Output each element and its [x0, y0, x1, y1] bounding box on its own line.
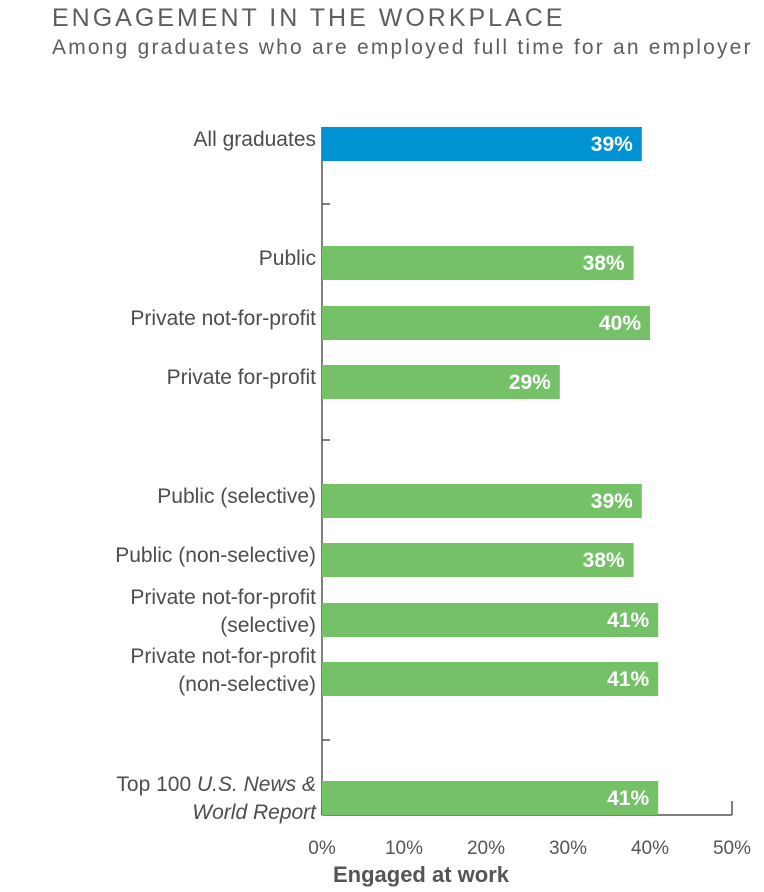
bar-category-label: Public	[259, 247, 316, 270]
bar-category-label: Public (selective)	[157, 485, 316, 508]
bar-value-label: 41%	[607, 668, 649, 691]
bar-value-label: 38%	[583, 549, 625, 572]
bar-category-label: Private not-for-profit	[130, 645, 316, 668]
x-tick-label: 20%	[467, 838, 505, 859]
bar-value-label: 39%	[591, 490, 633, 513]
bar-category-label: Private for-profit	[167, 366, 317, 389]
bar	[322, 246, 634, 280]
bar	[322, 127, 642, 161]
bar-value-label: 38%	[583, 252, 625, 275]
x-tick-label: 40%	[631, 838, 669, 859]
x-axis-title: Engaged at work	[333, 862, 510, 887]
bar-category-label: (non-selective)	[178, 673, 316, 696]
bar	[322, 365, 560, 399]
bar-category-label: World Report	[192, 801, 317, 824]
x-tick-label: 10%	[385, 838, 423, 859]
chart-subtitle: Among graduates who are employed full ti…	[52, 36, 753, 59]
bar	[322, 603, 659, 637]
bar-value-label: 39%	[591, 133, 633, 156]
bar-category-label: Private not-for-profit	[130, 586, 316, 609]
bar-category-label: All graduates	[193, 128, 316, 151]
bar	[322, 484, 642, 518]
bar	[322, 543, 634, 577]
bar	[322, 781, 659, 815]
bar-value-label: 40%	[599, 312, 641, 335]
bar-category-label: Top 100 U.S. News &	[116, 773, 316, 796]
x-tick-label: 30%	[549, 838, 587, 859]
bar-category-label: (selective)	[220, 614, 316, 637]
bar	[322, 306, 650, 340]
bar-value-label: 29%	[509, 371, 551, 394]
bar-category-label: Public (non-selective)	[115, 544, 316, 567]
x-tick-label: 0%	[308, 838, 336, 859]
bar	[322, 662, 659, 696]
chart-title: ENGAGEMENT IN THE WORKPLACE	[52, 4, 566, 32]
bar-category-label: Private not-for-profit	[130, 307, 316, 330]
bar-value-label: 41%	[607, 609, 649, 632]
x-tick-label: 50%	[713, 838, 751, 859]
bar-value-label: 41%	[607, 787, 649, 810]
